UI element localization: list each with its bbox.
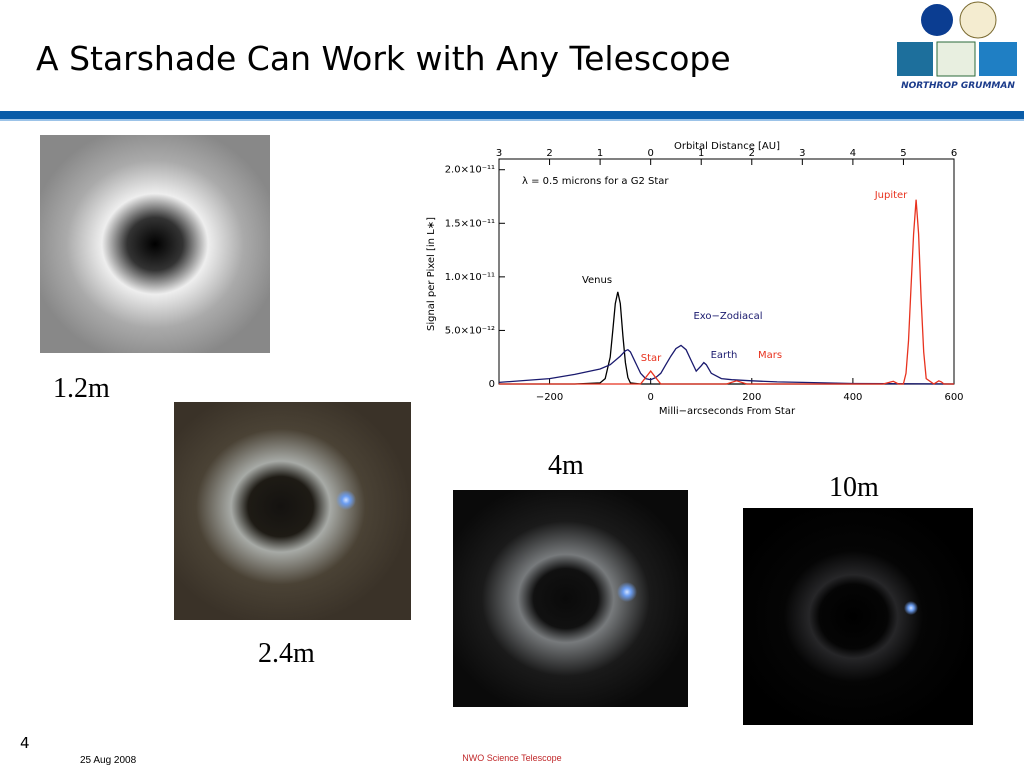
seal-logo bbox=[936, 41, 976, 77]
goddard-logo bbox=[897, 42, 933, 76]
university-logo bbox=[959, 1, 997, 39]
y-tick-label: 5.0×10⁻¹² bbox=[445, 325, 495, 336]
planet-dot bbox=[336, 490, 356, 510]
y-tick-label: 1.0×10⁻¹¹ bbox=[445, 272, 495, 283]
caption: 1.2m bbox=[53, 373, 110, 404]
x2-axis-label: Orbital Distance [AU] bbox=[674, 141, 780, 152]
annotation: Jupiter bbox=[874, 190, 908, 201]
image-4m bbox=[453, 490, 688, 707]
series-line bbox=[498, 344, 955, 385]
x2-tick-label: 1 bbox=[597, 148, 603, 159]
x-axis-label: Milli−arcseconds From Star bbox=[659, 406, 796, 417]
title-bar bbox=[0, 111, 1024, 119]
x2-tick-label: 3 bbox=[496, 148, 502, 159]
series-line bbox=[499, 291, 954, 385]
title-bar-shadow bbox=[0, 119, 1024, 121]
planet-dot bbox=[617, 582, 637, 602]
x2-tick-label: 2 bbox=[546, 148, 552, 159]
image-1-2m bbox=[40, 135, 270, 353]
x-tick-label: 200 bbox=[742, 392, 761, 403]
y-axis-label: Signal per Pixel [in L∗] bbox=[426, 217, 437, 331]
y-tick-label: 2.0×10⁻¹¹ bbox=[445, 165, 495, 176]
x-tick-label: 400 bbox=[843, 392, 862, 403]
x2-tick-label: 0 bbox=[647, 148, 653, 159]
caption: 4m bbox=[548, 450, 584, 481]
image-2-4m bbox=[174, 402, 411, 620]
x-tick-label: −200 bbox=[536, 392, 563, 403]
planet-dot bbox=[904, 601, 918, 615]
x2-tick-label: 2 bbox=[749, 148, 755, 159]
annotation: Venus bbox=[582, 275, 612, 286]
x2-tick-label: 3 bbox=[799, 148, 805, 159]
slide-title: A Starshade Can Work with Any Telescope bbox=[36, 39, 731, 78]
logos: NORTHROP GRUMMAN bbox=[897, 1, 1017, 91]
y-tick-label: 0 bbox=[489, 379, 495, 390]
image-10m bbox=[743, 508, 973, 725]
y-tick-label: 1.5×10⁻¹¹ bbox=[445, 218, 495, 229]
ball-logo bbox=[979, 42, 1017, 76]
series-line bbox=[499, 199, 954, 385]
northrop-logo: NORTHROP GRUMMAN bbox=[901, 81, 1015, 91]
chart: Orbital Distance [AU] Milli−arcseconds F… bbox=[426, 141, 964, 417]
x-tick-label: 0 bbox=[647, 392, 653, 403]
x2-tick-label: 5 bbox=[900, 148, 906, 159]
x2-tick-label: 1 bbox=[698, 148, 704, 159]
footer-date: 25 Aug 2008 bbox=[80, 755, 137, 766]
annotation: Exo−Zodiacal bbox=[693, 311, 762, 322]
annotation: Earth bbox=[711, 350, 738, 361]
annotation: Star bbox=[641, 353, 662, 364]
chart-note: λ = 0.5 microns for a G2 Star bbox=[522, 176, 669, 187]
annotation: Mars bbox=[758, 350, 782, 361]
x2-tick-label: 4 bbox=[850, 148, 856, 159]
caption: 2.4m bbox=[258, 638, 315, 669]
x2-tick-label: 6 bbox=[951, 148, 957, 159]
caption: 10m bbox=[829, 472, 879, 503]
page-number: 4 bbox=[20, 734, 30, 752]
footer-name: NWO Science Telescope bbox=[462, 753, 561, 763]
x-tick-label: 600 bbox=[944, 392, 963, 403]
nasa-logo bbox=[921, 4, 953, 36]
